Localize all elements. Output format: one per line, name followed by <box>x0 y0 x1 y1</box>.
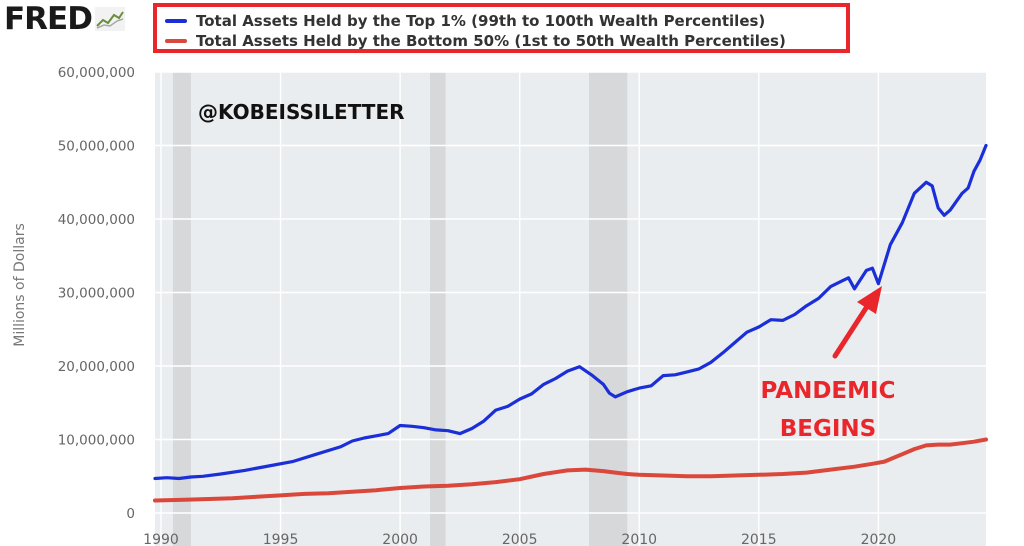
x-tick-label: 2020 <box>861 532 897 546</box>
x-tick-label: 2010 <box>621 532 657 546</box>
legend-item-bottom-50-percent[interactable]: Total Assets Held by the Bottom 50% (1st… <box>165 31 786 51</box>
recession-band <box>589 72 628 546</box>
recession-band <box>172 72 191 546</box>
legend-swatch-blue <box>165 19 187 23</box>
fred-logo[interactable]: FRED <box>4 2 125 36</box>
legend-label-bottom-50-percent: Total Assets Held by the Bottom 50% (1st… <box>196 32 786 50</box>
series-line-top-1-percent[interactable] <box>153 143 988 481</box>
x-tick-label: 2015 <box>741 532 777 546</box>
fred-graph-icon <box>94 7 125 31</box>
y-axis-label: Millions of Dollars <box>12 223 28 347</box>
x-tick-label: 2005 <box>502 532 538 546</box>
x-tick-label: 2000 <box>382 532 418 546</box>
legend-swatch-red <box>165 39 187 43</box>
y-tick-label: 30,000,000 <box>58 286 135 302</box>
annotation-line-1: PANDEMIC <box>760 378 896 404</box>
y-tick-label: 50,000,000 <box>58 139 135 155</box>
y-tick-label: 20,000,000 <box>58 359 135 375</box>
y-axis-title: Millions of Dollars <box>9 200 31 370</box>
legend-item-top-1-percent[interactable]: Total Assets Held by the Top 1% (99th to… <box>165 11 765 31</box>
chart-legend: Total Assets Held by the Top 1% (99th to… <box>153 3 850 53</box>
annotation-line-2: BEGINS <box>779 416 877 442</box>
plot-background <box>155 72 986 546</box>
legend-label-top-1-percent: Total Assets Held by the Top 1% (99th to… <box>196 12 766 30</box>
recession-band <box>430 72 446 546</box>
y-tick-label: 10,000,000 <box>58 433 135 449</box>
pandemic-annotation: PANDEMIC BEGINS <box>743 372 913 448</box>
series-line-bottom-50-percent[interactable] <box>153 437 988 503</box>
annotation-arrow <box>832 286 882 359</box>
y-tick-label: 0 <box>126 506 135 522</box>
x-tick-label: 1990 <box>143 532 179 546</box>
y-tick-label: 60,000,000 <box>58 65 135 81</box>
watermark-handle: @KOBEISSILETTER <box>198 100 405 124</box>
x-tick-label: 1995 <box>263 532 299 546</box>
y-tick-label: 40,000,000 <box>58 212 135 228</box>
fred-wordmark: FRED <box>4 1 93 37</box>
